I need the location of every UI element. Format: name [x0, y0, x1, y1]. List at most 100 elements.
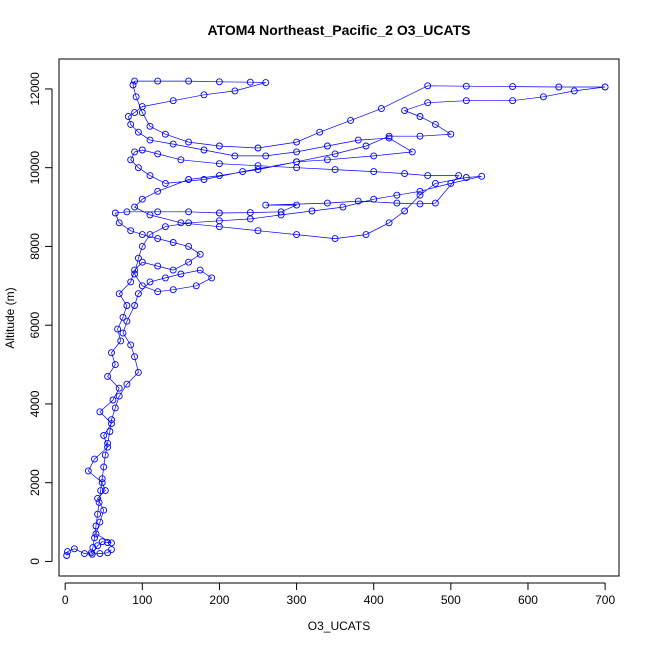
data-point — [146, 136, 154, 144]
x-tick-label: 500 — [441, 593, 461, 607]
data-point — [108, 420, 115, 428]
data-point — [393, 191, 401, 199]
data-point — [134, 128, 142, 136]
data-point — [138, 103, 146, 111]
data-point — [127, 120, 135, 128]
data-point — [177, 270, 185, 278]
data-point — [185, 242, 193, 250]
data-point — [88, 550, 96, 558]
data-point — [169, 286, 177, 294]
data-point — [127, 278, 135, 286]
data-point — [447, 179, 455, 187]
data-point — [104, 539, 112, 546]
x-tick-label: 0 — [62, 593, 69, 607]
data-point — [154, 288, 162, 296]
x-tick-label: 600 — [518, 593, 538, 607]
data-point — [377, 105, 385, 113]
data-point — [119, 313, 127, 321]
data-point — [462, 97, 470, 105]
data-point — [393, 199, 401, 207]
data-point — [97, 487, 105, 495]
data-point — [462, 174, 470, 181]
data-point — [96, 408, 104, 416]
data-point — [331, 235, 339, 243]
data-point — [101, 487, 109, 495]
data-point — [96, 518, 104, 526]
data-point — [196, 266, 204, 274]
data-point — [117, 337, 125, 345]
series-layer — [63, 77, 609, 559]
data-point — [131, 302, 139, 309]
data-point — [123, 302, 131, 309]
data-point — [127, 227, 135, 235]
data-point — [154, 235, 162, 243]
data-point — [104, 443, 112, 451]
data-point — [401, 107, 409, 115]
data-point — [401, 207, 409, 215]
data-point — [96, 550, 104, 558]
data-point — [161, 179, 169, 187]
data-point — [169, 140, 177, 148]
data-point — [293, 201, 301, 209]
data-point — [63, 552, 71, 559]
data-point — [231, 87, 239, 95]
data-point — [254, 166, 262, 174]
data-point — [154, 77, 162, 85]
data-point — [408, 148, 416, 156]
x-axis-label: O3_UCATS — [308, 619, 370, 633]
data-point — [169, 239, 177, 246]
data-point — [94, 494, 102, 502]
data-point — [134, 164, 142, 172]
data-point — [385, 132, 393, 140]
data-point — [308, 207, 316, 215]
data-point — [339, 203, 347, 211]
data-point — [196, 250, 204, 258]
data-point — [100, 463, 108, 471]
data-point — [115, 384, 123, 392]
data-point — [416, 187, 424, 195]
data-point — [185, 219, 193, 227]
data-point — [119, 329, 127, 337]
data-point — [416, 200, 424, 208]
data-point — [146, 231, 154, 239]
data-point — [200, 91, 208, 99]
data-point — [146, 278, 154, 286]
y-axis-label: Altitude (m) — [3, 287, 17, 348]
y-tick-label: 6000 — [28, 312, 42, 339]
data-point — [177, 219, 185, 227]
data-point — [138, 242, 146, 250]
data-point — [570, 87, 578, 95]
data-point — [134, 290, 142, 298]
x-tick-label: 300 — [287, 593, 307, 607]
data-point — [192, 282, 200, 290]
data-point — [129, 81, 137, 89]
data-point — [94, 542, 102, 550]
data-point — [154, 262, 162, 270]
data-point — [104, 372, 112, 380]
data-point — [98, 475, 106, 483]
data-point — [161, 223, 169, 231]
data-point — [185, 258, 193, 266]
data-point — [131, 77, 139, 85]
data-point — [134, 254, 142, 262]
data-point — [177, 156, 185, 164]
series-line — [66, 80, 606, 556]
data-point — [84, 467, 92, 475]
data-point — [134, 368, 142, 376]
data-point — [111, 404, 119, 412]
data-point — [362, 231, 370, 239]
data-point — [323, 199, 331, 207]
data-point — [424, 82, 432, 90]
data-point — [200, 146, 208, 154]
data-point — [161, 130, 169, 138]
data-point — [92, 530, 100, 538]
data-point — [108, 349, 115, 357]
data-point — [131, 270, 139, 278]
data-point — [601, 83, 609, 91]
data-point — [64, 548, 71, 556]
data-point — [215, 142, 223, 150]
data-point — [462, 82, 470, 90]
data-point — [100, 431, 108, 439]
data-point — [123, 208, 131, 216]
data-point — [416, 132, 424, 140]
